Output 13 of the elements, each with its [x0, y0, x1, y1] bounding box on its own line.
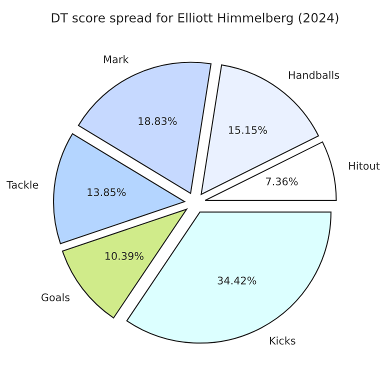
data-label: 7.36% — [266, 178, 298, 186]
data-label: 13.85% — [88, 188, 126, 196]
slice-label: Handballs — [288, 70, 340, 79]
data-label: 18.83% — [138, 117, 177, 126]
data-label: 34.42% — [218, 276, 256, 284]
data-label: 10.39% — [105, 252, 144, 260]
data-label: 15.15% — [228, 126, 267, 134]
slice-label: Mark — [104, 55, 129, 64]
slice-label: Hitout — [349, 162, 380, 170]
slice-label: Tackle — [6, 180, 38, 189]
chart-title: DT score spread for Elliott Himmelberg (2024) — [52, 12, 338, 25]
slice-label: Goals — [41, 293, 70, 302]
slice-label: Kicks — [270, 336, 296, 345]
